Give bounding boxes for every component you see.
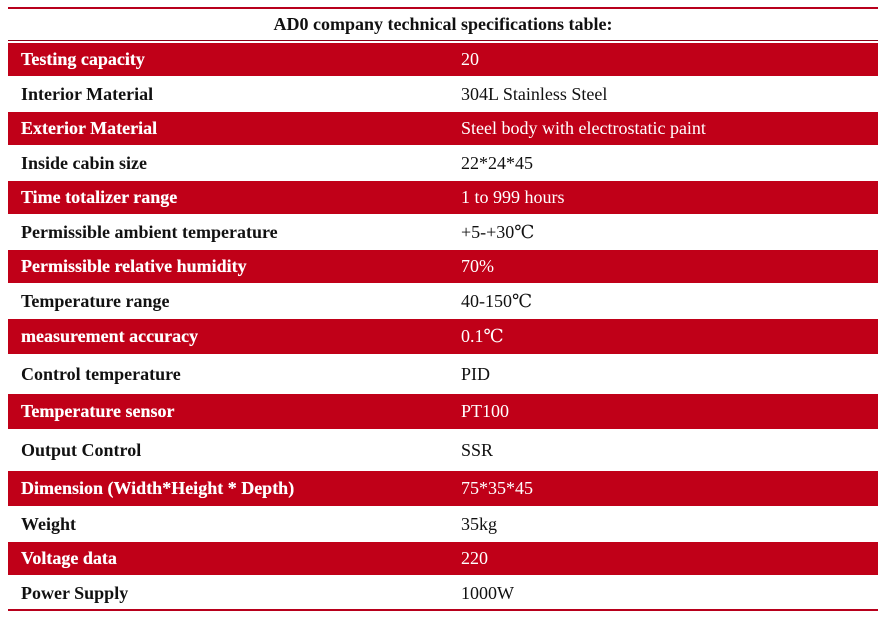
spec-label: Dimension (Width*Height * Depth) (21, 478, 295, 498)
spec-value: 220 (461, 548, 488, 568)
spec-label: Voltage data (21, 548, 117, 568)
spec-row-interior-material: Interior Material 304L Stainless Steel (8, 78, 878, 110)
spec-row-inside-cabin-size: Inside cabin size 22*24*45 (8, 147, 878, 179)
spec-row-voltage-data: Voltage data 220 (8, 540, 878, 577)
spec-value: 1000W (461, 582, 514, 603)
spec-value: Steel body with electrostatic paint (461, 118, 706, 138)
spec-value: 20 (461, 49, 479, 69)
spec-rows: Testing capacity 20 Interior Material 30… (8, 40, 878, 609)
spec-row-weight: Weight 35kg (8, 508, 878, 540)
spec-label: Permissible ambient temperature (21, 221, 278, 242)
spec-value: 40-150℃ (461, 290, 533, 311)
spec-row-testing-capacity: Testing capacity 20 (8, 41, 878, 78)
spec-label: Testing capacity (21, 49, 145, 69)
spec-label: Weight (21, 513, 77, 534)
spec-row-ambient-temperature: Permissible ambient temperature +5-+30℃ (8, 216, 878, 248)
spec-label: Interior Material (21, 83, 154, 104)
spec-value: +5-+30℃ (461, 221, 535, 242)
table-bottom-rule (8, 609, 878, 611)
spec-value: PID (461, 363, 491, 384)
spec-row-temperature-sensor: Temperature sensor PT100 (8, 392, 878, 431)
spec-row-measurement-accuracy: measurement accuracy 0.1℃ (8, 317, 878, 356)
spec-row-temperature-range: Temperature range 40-150℃ (8, 285, 878, 317)
spec-value: 1 to 999 hours (461, 187, 565, 207)
spec-value: 70% (461, 256, 494, 276)
spec-value: PT100 (461, 401, 510, 421)
spec-row-control-temperature: Control temperature PID (8, 356, 878, 392)
spec-label: Temperature range (21, 290, 170, 311)
spec-table: AD0 company technical specifications tab… (8, 7, 878, 611)
spec-row-relative-humidity: Permissible relative humidity 70% (8, 248, 878, 285)
spec-value: 304L Stainless Steel (461, 83, 608, 104)
spec-label: Time totalizer range (21, 187, 178, 207)
spec-value: 35kg (461, 513, 497, 534)
spec-label: Exterior Material (21, 118, 158, 138)
spec-row-exterior-material: Exterior Material Steel body with electr… (8, 110, 878, 147)
spec-value: SSR (461, 439, 494, 460)
spec-row-dimension: Dimension (Width*Height * Depth) 75*35*4… (8, 469, 878, 508)
spec-label: Control temperature (21, 363, 181, 384)
spec-row-output-control: Output Control SSR (8, 431, 878, 469)
spec-row-power-supply: Power Supply 1000W (8, 577, 878, 609)
spec-label: Output Control (21, 439, 142, 460)
spec-value: 22*24*45 (461, 152, 533, 173)
spec-value: 0.1℃ (461, 326, 504, 346)
spec-label: measurement accuracy (21, 326, 199, 346)
spec-label: Power Supply (21, 582, 129, 603)
spec-label: Temperature sensor (21, 401, 175, 421)
spec-label: Permissible relative humidity (21, 256, 247, 276)
spec-value: 75*35*45 (461, 478, 533, 498)
table-title: AD0 company technical specifications tab… (8, 7, 878, 40)
spec-label: Inside cabin size (21, 152, 148, 173)
spec-row-time-totalizer-range: Time totalizer range 1 to 999 hours (8, 179, 878, 216)
